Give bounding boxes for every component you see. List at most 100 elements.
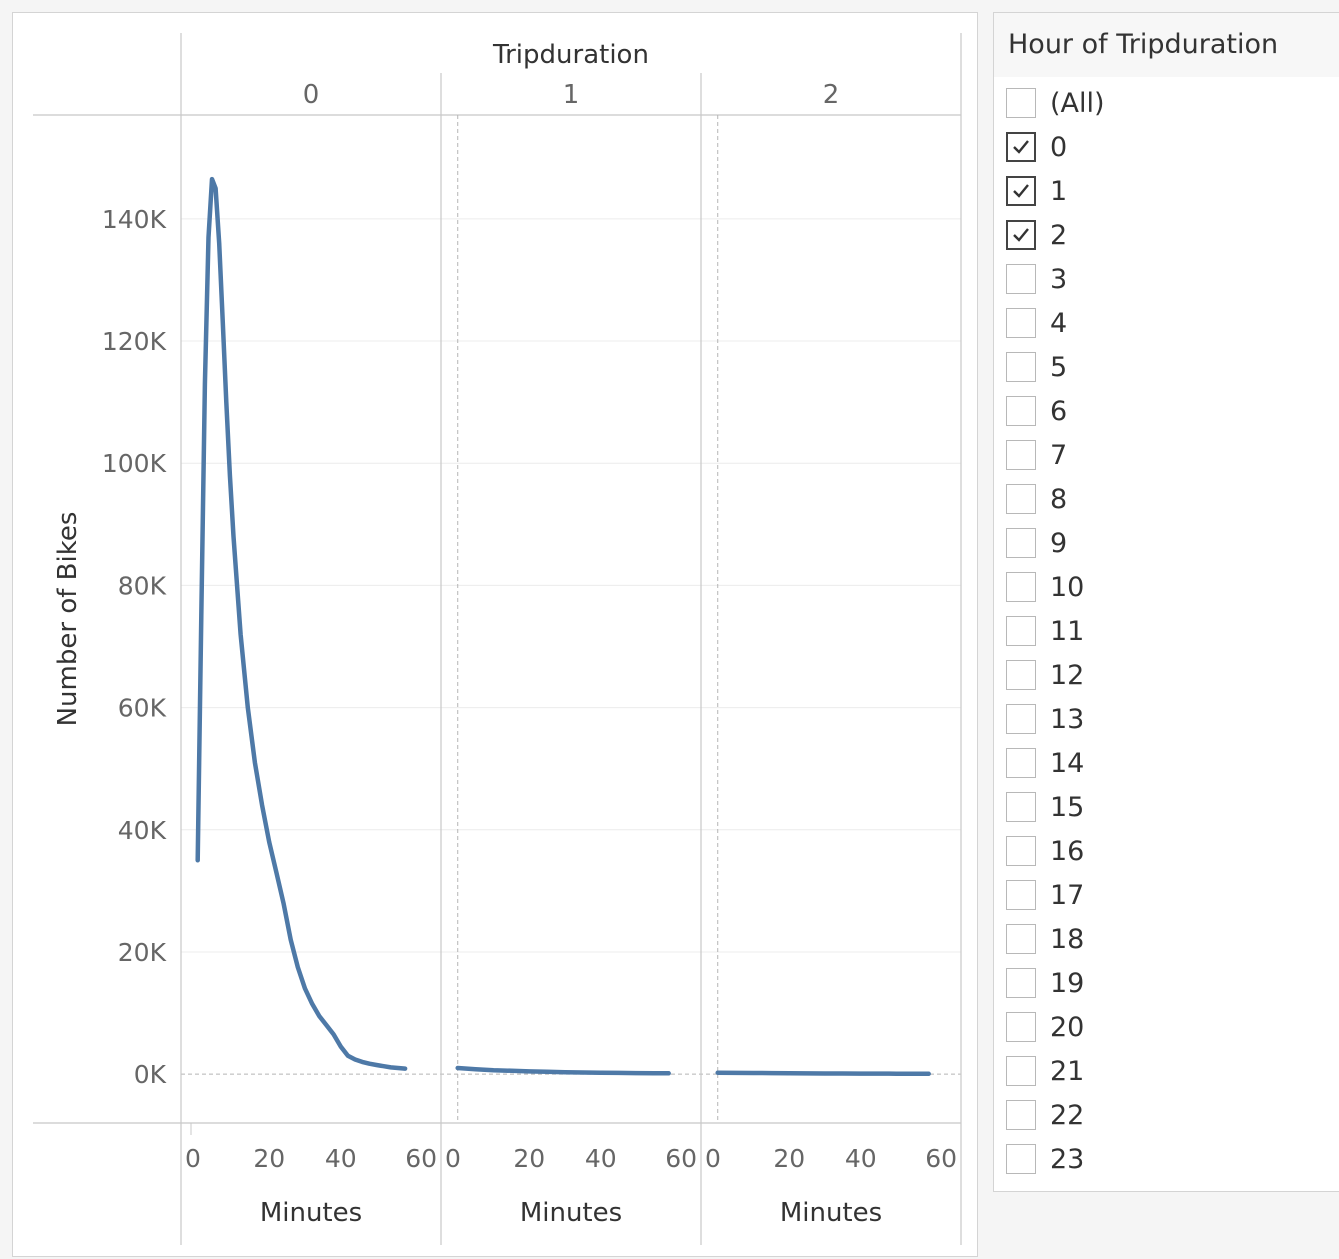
y-tick-label: 20K [118,938,167,967]
checkbox[interactable] [1006,880,1036,910]
checkmark-icon [1013,228,1029,242]
x-axis-label: Minutes [260,1198,362,1228]
y-axis-label: Number of Bikes [53,512,83,727]
checkbox[interactable] [1006,748,1036,778]
checkmark-icon [1013,140,1029,154]
checkmark-icon [1013,184,1029,198]
x-tick-label: 0 [185,1144,201,1173]
filter-title: Hour of Tripduration [994,13,1339,77]
checkbox[interactable] [1006,1100,1036,1130]
filter-item-all[interactable]: (All) [1006,85,1105,121]
series-line-panel-1 [455,1065,671,1076]
checkbox[interactable] [1006,396,1036,426]
y-tick-label: 100K [102,449,167,478]
filter-item-0[interactable]: 0 [1006,129,1067,165]
checkbox[interactable] [1006,132,1036,162]
filter-item-17[interactable]: 17 [1006,877,1084,913]
checkbox[interactable] [1006,1012,1036,1042]
checkbox[interactable] [1006,968,1036,998]
x-axis-label: Minutes [780,1198,882,1228]
filter-item-label: 22 [1050,1099,1085,1131]
checkbox[interactable] [1006,176,1036,206]
filter-item-label: 15 [1050,791,1085,823]
checkbox[interactable] [1006,88,1036,118]
filter-item-11[interactable]: 11 [1006,613,1084,649]
filter-item-9[interactable]: 9 [1006,525,1067,561]
checkbox[interactable] [1006,924,1036,954]
filter-item-label: 8 [1050,483,1068,515]
checkbox[interactable] [1006,836,1036,866]
filter-item-label: 9 [1050,527,1068,559]
filter-item-label: 2 [1050,219,1068,251]
filter-item-label: 6 [1050,395,1068,427]
filter-item-10[interactable]: 10 [1006,569,1084,605]
filter-item-label: 13 [1050,703,1085,735]
filter-item-label: 10 [1050,571,1085,603]
checkbox[interactable] [1006,352,1036,382]
filter-item-15[interactable]: 15 [1006,789,1084,825]
y-tick-label: 120K [102,327,167,356]
y-tick-label: 140K [102,205,167,234]
filter-item-4[interactable]: 4 [1006,305,1067,341]
filter-item-18[interactable]: 18 [1006,921,1084,957]
checkbox[interactable] [1006,1056,1036,1086]
x-tick-label: 0 [445,1144,461,1173]
x-tick-label: 60 [665,1144,697,1173]
filter-item-20[interactable]: 20 [1006,1009,1084,1045]
filter-item-1[interactable]: 1 [1006,173,1067,209]
filter-item-23[interactable]: 23 [1006,1141,1084,1177]
x-tick-label: 20 [513,1144,545,1173]
filter-panel: Hour of Tripduration (All) 0 1 2 3 4 5 6 7 8 9 10 11… [993,12,1339,1192]
panel-header-1: 1 [563,80,580,110]
checkbox[interactable] [1006,220,1036,250]
x-tick-label: 40 [845,1144,877,1173]
x-tick-label: 60 [925,1144,957,1173]
series-line-panel-0 [195,176,408,1071]
filter-item-19[interactable]: 19 [1006,965,1084,1001]
checkbox[interactable] [1006,264,1036,294]
filter-item-3[interactable]: 3 [1006,261,1067,297]
filter-item-label: 4 [1050,307,1068,339]
checkbox[interactable] [1006,792,1036,822]
filter-item-2[interactable]: 2 [1006,217,1067,253]
y-tick-label: 60K [118,694,167,723]
filter-item-label: 7 [1050,439,1068,471]
filter-item-label: 12 [1050,659,1085,691]
checkbox[interactable] [1006,660,1036,690]
filter-item-8[interactable]: 8 [1006,481,1067,517]
checkbox[interactable] [1006,572,1036,602]
column-header: Tripduration [492,40,649,70]
checkbox[interactable] [1006,528,1036,558]
checkbox[interactable] [1006,308,1036,338]
filter-item-label: 0 [1050,131,1068,163]
x-tick-label: 40 [585,1144,617,1173]
filter-item-16[interactable]: 16 [1006,833,1084,869]
checkbox[interactable] [1006,484,1036,514]
filter-item-label: 1 [1050,175,1068,207]
checkbox[interactable] [1006,704,1036,734]
checkbox[interactable] [1006,1144,1036,1174]
filter-item-label: 14 [1050,747,1085,779]
filter-item-7[interactable]: 7 [1006,437,1067,473]
x-axis-label: Minutes [520,1198,622,1228]
x-tick-label: 60 [405,1144,437,1173]
filter-item-label: 16 [1050,835,1085,867]
x-tick-label: 20 [773,1144,805,1173]
y-tick-label: 80K [118,571,167,600]
filter-item-14[interactable]: 14 [1006,745,1084,781]
checkbox[interactable] [1006,616,1036,646]
filter-item-22[interactable]: 22 [1006,1097,1084,1133]
filter-item-13[interactable]: 13 [1006,701,1084,737]
filter-item-21[interactable]: 21 [1006,1053,1084,1089]
x-tick-label: 0 [705,1144,721,1173]
filter-item-5[interactable]: 5 [1006,349,1067,385]
filter-item-6[interactable]: 6 [1006,393,1067,429]
filter-item-label: (All) [1050,87,1105,119]
filter-item-12[interactable]: 12 [1006,657,1084,693]
filter-item-label: 20 [1050,1011,1085,1043]
filter-item-label: 3 [1050,263,1068,295]
panel-header-0: 0 [303,80,320,110]
checkbox[interactable] [1006,440,1036,470]
series-line-panel-2 [715,1070,931,1077]
